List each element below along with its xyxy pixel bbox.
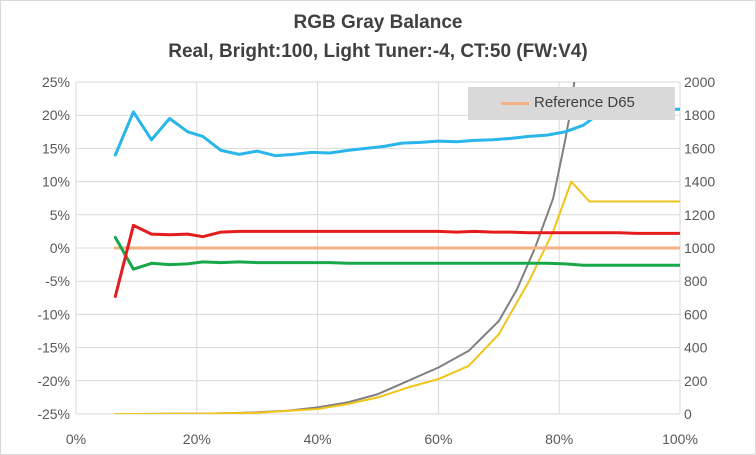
chart-subtitle: Real, Bright:100, Light Tuner:-4, CT:50 … <box>168 41 588 62</box>
y2-tick-label: 1200 <box>684 207 715 223</box>
y-tick-label: -20% <box>37 373 70 389</box>
y2-tick-label: 400 <box>684 340 708 356</box>
series-line-red <box>113 223 680 298</box>
y-tick-label: 25% <box>42 74 70 90</box>
y2-tick-label: 600 <box>684 306 708 322</box>
y-tick-label: 15% <box>42 140 70 156</box>
chart-title: RGB Gray Balance <box>293 12 463 33</box>
y-tick-label: 20% <box>42 107 70 123</box>
y-tick-label: -15% <box>37 340 70 356</box>
y2-tick-label: 1400 <box>684 174 715 190</box>
x-tick-label: 60% <box>424 431 452 447</box>
legend-swatch-reference <box>501 102 529 105</box>
y-tick-label: 10% <box>42 174 70 190</box>
y2-tick-label: 1000 <box>684 240 715 256</box>
y2-tick-label: 0 <box>684 406 692 422</box>
y-tick-label: 5% <box>50 207 70 223</box>
legend: Reference D65 <box>468 87 675 120</box>
y-tick-label: 0% <box>50 240 70 256</box>
series-line-green <box>113 235 680 271</box>
x-tick-label: 80% <box>545 431 573 447</box>
y-tick-label: -25% <box>37 406 70 422</box>
series-line-yellow <box>114 180 680 414</box>
series-line-blue <box>113 107 680 158</box>
y2-tick-label: 1600 <box>684 140 715 156</box>
y-tick-label: -5% <box>45 273 70 289</box>
y2-tick-label: 2000 <box>684 74 715 90</box>
x-tick-label: 0% <box>66 431 86 447</box>
y2-tick-label: 800 <box>684 273 708 289</box>
x-tick-label: 40% <box>304 431 332 447</box>
x-tick-label: 100% <box>662 431 698 447</box>
x-tick-label: 20% <box>183 431 211 447</box>
y2-tick-label: 200 <box>684 373 708 389</box>
y-tick-label: -10% <box>37 306 70 322</box>
legend-label-reference: Reference D65 <box>534 94 635 111</box>
y2-tick-label: 1800 <box>684 107 715 123</box>
